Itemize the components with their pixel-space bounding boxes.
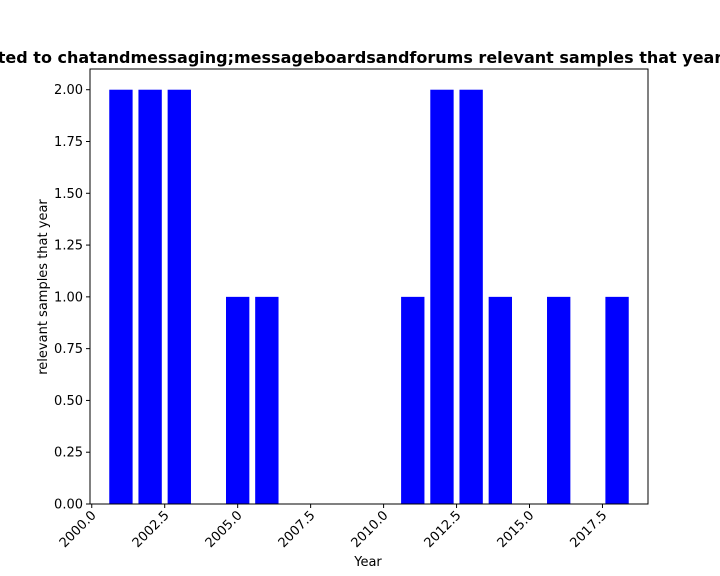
bar-2003 xyxy=(167,89,191,505)
bar-2018 xyxy=(605,296,629,504)
plot-area-frame xyxy=(89,68,649,505)
bar-2012 xyxy=(430,89,454,505)
chart-title: ted to chatandmessaging;messageboardsand… xyxy=(0,48,720,67)
y-tick-label: 0.50 xyxy=(54,394,83,409)
y-axis-ticks: 0.00 0.25 0.50 0.75 1.00 1.25 1.50 1.75 2.00 xyxy=(54,83,90,513)
bar-2016 xyxy=(547,296,571,504)
y-tick-label: 2.00 xyxy=(54,83,83,98)
bars-group xyxy=(109,89,629,505)
bar-2013 xyxy=(459,89,483,505)
bar-2014 xyxy=(488,296,512,504)
bar-2005 xyxy=(226,296,250,504)
y-tick-label: 1.50 xyxy=(54,187,83,202)
bar-2002 xyxy=(138,89,162,505)
y-tick-label: 1.25 xyxy=(54,239,83,254)
y-tick-label: 0.00 xyxy=(54,498,83,513)
bar-2011 xyxy=(401,296,425,504)
y-axis-label: relevant samples that year xyxy=(36,199,51,375)
bar-2006 xyxy=(255,296,279,504)
bar-2001 xyxy=(109,89,133,505)
y-tick-label: 1.75 xyxy=(54,135,83,150)
y-tick-label: 1.00 xyxy=(54,290,83,305)
y-tick-label: 0.25 xyxy=(54,446,83,461)
y-tick-label: 0.75 xyxy=(54,342,83,357)
x-axis-label: Year xyxy=(353,555,382,570)
